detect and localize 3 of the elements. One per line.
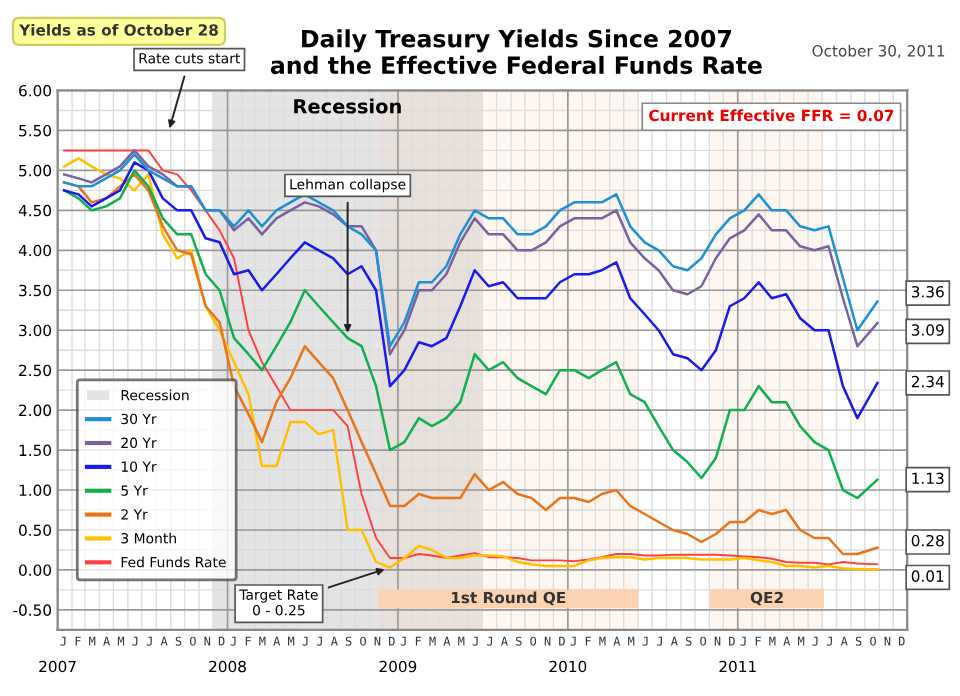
line-series: [62, 169, 879, 500]
chart-title: Daily Treasury Yields Since 2007 and the Effective Federal Funds Rate: [270, 29, 762, 75]
band-label: Recession: [294, 98, 401, 114]
